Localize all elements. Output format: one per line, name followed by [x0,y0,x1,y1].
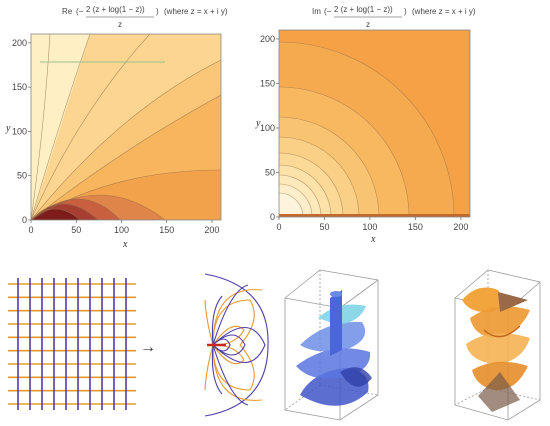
orange-surface-ridge [483,325,521,338]
x-tick-label: 100 [362,222,377,232]
y-tick-label: 100 [12,126,27,136]
y-tick-label: 100 [260,123,275,133]
x-tick-label: 200 [453,222,468,232]
blue-surface-spike-cap [330,291,342,297]
x-tick-label: 0 [276,222,281,232]
y-tick-label: 50 [265,167,275,177]
im-x-label: x [370,234,376,245]
x-tick-label: 150 [159,225,174,235]
re-title-denominator: z [118,20,122,29]
conformal-orange-curves [204,289,263,401]
im-y-label: y [255,118,261,129]
conformal-map-diagram [204,273,269,417]
im-contour-plot: 0 50 100 150 200 0 50 100 150 200 Im (− 2 (z + lo… [255,5,476,245]
conformal-outer-arc [204,273,269,417]
re-frame [30,33,222,221]
x-tick-label: 200 [204,225,219,235]
y-tick-label: 200 [12,38,27,48]
orange-3d-surface-plot [454,269,541,421]
y-tick-label: 0 [270,212,275,222]
x-tick-label: 0 [28,225,33,235]
x-tick-label: 50 [319,222,329,232]
im-axis-strip [279,214,470,217]
y-tick-label: 150 [12,82,27,92]
blue-surface-shadow [340,367,372,387]
re-region-3 [31,60,221,220]
mapping-arrow: → [140,339,156,356]
im-title-note: (where z = x + i y) [412,7,476,16]
im-frame [278,29,471,218]
y-tick-label: 200 [260,34,275,44]
x-tick-label: 100 [114,225,129,235]
y-tick-label: 50 [17,171,27,181]
orange-surface-dark-base [478,372,520,412]
re-title-note: (where z = x + i y) [164,7,228,16]
im-title-numerator: 2 (z + log(1 − z)) [334,5,393,14]
re-title-fn: Re [62,7,73,16]
im-rings [279,41,455,217]
x-tick-label: 150 [408,222,423,232]
im-title-open-paren: (− [324,7,332,16]
x-tick-label: 50 [71,225,81,235]
im-title-fn: Im [312,7,321,16]
re-x-label: x [122,239,128,250]
re-title-numerator: 2 (z + log(1 − z)) [86,5,145,14]
im-title-close-paren: ) [404,7,407,16]
orange-surface-top [462,287,502,313]
orange-surface-layer-2 [466,333,530,364]
y-tick-label: 150 [260,78,275,88]
orange-surface-dark-fold [498,292,528,312]
cartesian-grid [8,278,136,410]
re-contour-plot: 0 50 100 150 200 0 50 100 150 200 Re (− 2 (z + lo… [5,5,228,250]
re-title-close-paren: ) [156,7,159,16]
re-axis-ticks: 0 50 100 150 200 0 50 100 150 200 [12,38,219,235]
y-tick-label: 0 [22,215,27,225]
re-title-open-paren: (− [76,7,84,16]
re-y-label: y [5,123,11,134]
blue-3d-surface-plot [284,269,379,421]
conformal-purple-curves [211,284,266,406]
im-title-denominator: z [366,20,370,29]
blue-surface-spike [330,290,342,356]
re-region-2 [31,34,221,220]
re-contour-lines [31,34,221,220]
im-axis-ticks: 0 50 100 150 200 0 50 100 150 200 [260,34,468,232]
